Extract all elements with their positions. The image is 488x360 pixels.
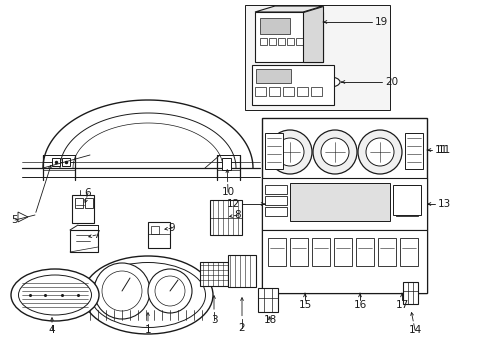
Text: 11: 11 [434, 145, 447, 155]
Text: 1: 1 [144, 325, 151, 335]
Circle shape [148, 269, 192, 313]
Text: 7: 7 [93, 230, 99, 240]
Bar [85, 198, 93, 208]
Circle shape [312, 130, 356, 174]
Bar [200, 262, 227, 286]
Bar [392, 185, 420, 215]
Circle shape [357, 130, 401, 174]
Bar [222, 158, 230, 170]
Bar [227, 255, 256, 287]
Bar [289, 238, 307, 266]
Bar [355, 238, 373, 266]
Bar [267, 238, 285, 266]
Bar [399, 238, 417, 266]
Bar [260, 18, 289, 34]
Text: 13: 13 [437, 199, 450, 209]
Bar [262, 230, 426, 293]
Circle shape [275, 138, 304, 166]
Text: 14: 14 [407, 325, 421, 335]
Circle shape [365, 138, 393, 166]
Bar [404, 133, 422, 169]
Text: 17: 17 [395, 300, 408, 310]
Bar [268, 87, 280, 96]
Circle shape [94, 263, 150, 319]
Bar [286, 38, 293, 45]
Ellipse shape [90, 262, 205, 328]
Ellipse shape [19, 275, 91, 315]
Text: 20: 20 [384, 77, 397, 87]
Text: 2: 2 [238, 323, 245, 333]
Bar [278, 38, 285, 45]
Bar [310, 87, 321, 96]
Ellipse shape [11, 269, 99, 321]
Circle shape [320, 138, 348, 166]
Bar [264, 133, 283, 169]
Circle shape [267, 130, 311, 174]
Bar [289, 183, 389, 221]
Bar [75, 198, 83, 208]
Bar [395, 196, 417, 205]
Bar [264, 207, 286, 216]
Bar [283, 87, 293, 96]
Bar [260, 38, 266, 45]
Bar [395, 207, 417, 216]
Text: 3: 3 [210, 315, 217, 325]
Text: 8: 8 [234, 210, 241, 220]
Bar [244, 5, 389, 110]
Text: 12: 12 [226, 199, 240, 209]
Bar [264, 196, 286, 205]
Text: 19: 19 [374, 17, 387, 27]
Bar [377, 238, 395, 266]
Bar [209, 200, 242, 235]
Text: 16: 16 [353, 300, 366, 310]
Ellipse shape [83, 256, 213, 334]
Bar [151, 226, 159, 234]
Bar [313, 38, 320, 45]
Text: 10: 10 [221, 187, 234, 197]
Text: 15: 15 [298, 300, 311, 310]
Bar [402, 282, 417, 304]
Text: 5: 5 [12, 215, 18, 225]
Polygon shape [254, 6, 323, 12]
Text: 6: 6 [84, 188, 91, 198]
Bar [395, 185, 417, 194]
Polygon shape [303, 6, 323, 62]
Bar [62, 158, 70, 166]
Bar [70, 230, 98, 252]
Bar [72, 195, 94, 223]
Bar [311, 238, 329, 266]
Text: 9: 9 [168, 223, 175, 233]
Bar [295, 38, 303, 45]
Bar [296, 87, 307, 96]
Bar [262, 118, 426, 293]
Text: 11: 11 [437, 145, 450, 155]
Text: 18: 18 [263, 315, 276, 325]
Bar [305, 38, 311, 45]
Text: 4: 4 [49, 325, 55, 335]
Bar [268, 38, 275, 45]
Bar [256, 69, 290, 83]
Ellipse shape [319, 77, 339, 87]
Bar [264, 185, 286, 194]
Bar [52, 158, 60, 166]
Bar [251, 65, 333, 105]
Bar [262, 178, 426, 230]
Bar [333, 238, 351, 266]
Bar [148, 222, 170, 248]
Bar [254, 12, 323, 62]
Bar [254, 87, 265, 96]
Bar [258, 288, 278, 312]
